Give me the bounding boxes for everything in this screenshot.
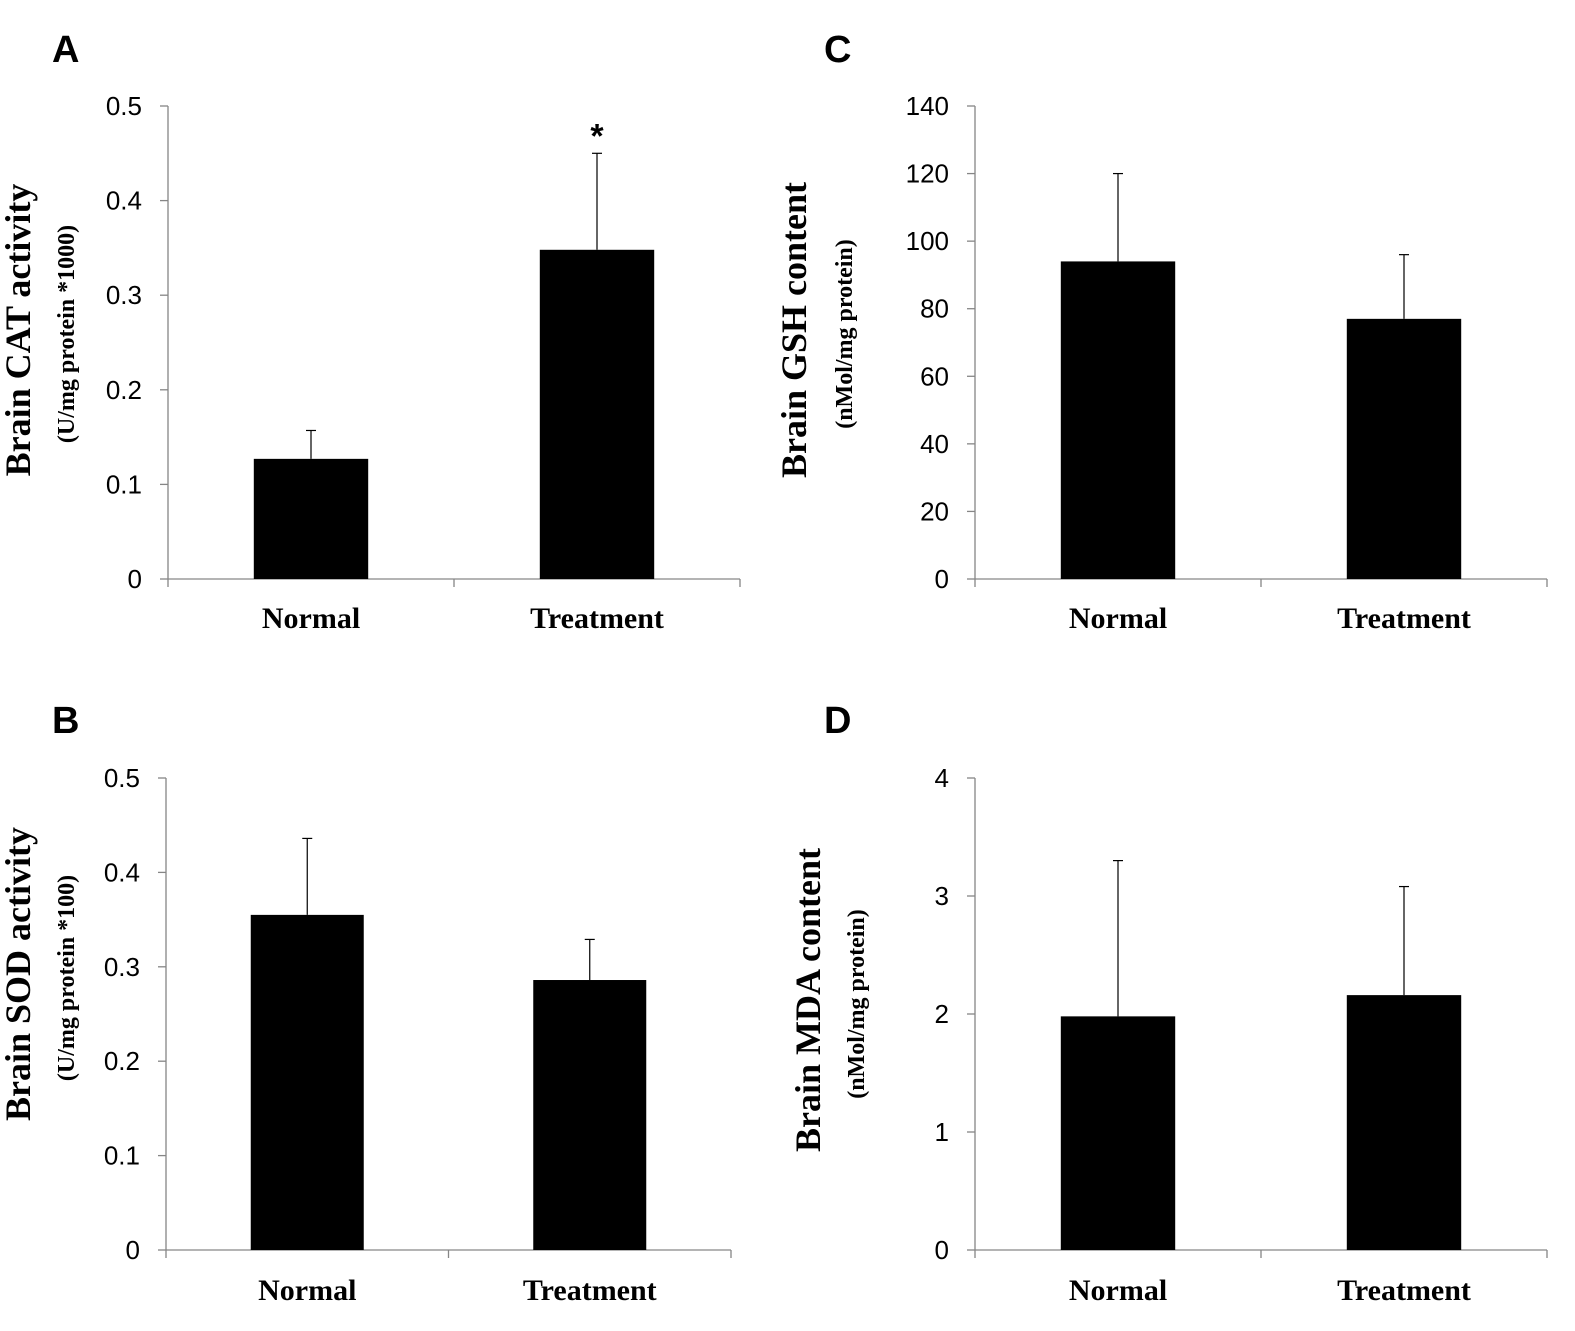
y-tick-label: 2 bbox=[935, 999, 949, 1029]
chart-panel-c: C 0 20 40 60 80 100 120 140 Normal Treatment Brain … bbox=[774, 29, 1548, 635]
y-tick-label: 0 bbox=[126, 1235, 140, 1265]
bar-treatment bbox=[1346, 995, 1462, 1250]
y-axis-title: Brain SOD activity bbox=[0, 827, 38, 1121]
y-axis-title: Brain GSH content bbox=[774, 182, 814, 478]
bar-treatment bbox=[539, 249, 655, 580]
y-tick-label: 4 bbox=[935, 763, 949, 793]
y-tick-label: 0.4 bbox=[104, 857, 140, 887]
y-tick-label: 0.2 bbox=[104, 1046, 140, 1076]
x-category-label: Treatment bbox=[523, 1274, 657, 1307]
y-tick-label: 0.1 bbox=[104, 1141, 140, 1171]
y-tick-label: 0 bbox=[128, 564, 142, 594]
y-axis-title: Brain MDA content bbox=[788, 848, 828, 1152]
panel-letter: A bbox=[52, 29, 79, 71]
bar-normal bbox=[253, 458, 369, 579]
x-category-label: Treatment bbox=[1337, 1274, 1471, 1307]
y-axis-unit: (U/mg protein *100) bbox=[54, 875, 80, 1081]
y-tick-label: 60 bbox=[920, 361, 949, 391]
y-axis-unit: (U/mg protein *1000) bbox=[54, 225, 80, 443]
bar-treatment bbox=[1346, 318, 1462, 579]
y-tick-label: 0.5 bbox=[104, 763, 140, 793]
y-tick-label: 0.5 bbox=[106, 91, 142, 121]
y-tick-label: 0.3 bbox=[104, 952, 140, 982]
y-tick-label: 120 bbox=[906, 159, 949, 189]
chart-panel-d: D 0 1 2 3 4 Normal Treatment Brain MDA content (n… bbox=[788, 700, 1548, 1307]
chart-panel-a: A 0 0.1 0.2 0.3 0.4 0.5 Normal * Treatment Brain C… bbox=[0, 29, 741, 635]
y-tick-label: 40 bbox=[920, 429, 949, 459]
y-tick-label: 0.2 bbox=[106, 375, 142, 405]
y-axis-unit: (nMol/mg protein) bbox=[844, 909, 870, 1099]
bar-normal bbox=[250, 914, 364, 1250]
y-axis-title: Brain CAT activity bbox=[0, 184, 38, 477]
y-tick-label: 0 bbox=[935, 564, 949, 594]
y-tick-label: 0.1 bbox=[106, 469, 142, 499]
y-tick-label: 140 bbox=[906, 91, 949, 121]
y-tick-label: 0.3 bbox=[106, 280, 142, 310]
x-category-label: Treatment bbox=[1337, 602, 1471, 635]
y-tick-label: 100 bbox=[906, 226, 949, 256]
panel-letter: B bbox=[52, 700, 79, 742]
y-tick-label: 0 bbox=[935, 1235, 949, 1265]
y-tick-label: 1 bbox=[935, 1117, 949, 1147]
x-category-label: Treatment bbox=[530, 602, 664, 635]
bar-treatment bbox=[533, 980, 647, 1250]
x-category-label: Normal bbox=[262, 602, 360, 635]
y-tick-label: 0.4 bbox=[106, 186, 142, 216]
x-category-label: Normal bbox=[1069, 602, 1167, 635]
bar-normal bbox=[1060, 1016, 1176, 1250]
y-axis-unit: (nMol/mg protein) bbox=[832, 239, 858, 429]
chart-panel-b: B 0 0.1 0.2 0.3 0.4 0.5 Normal Treatment Brain SO… bbox=[0, 700, 732, 1307]
bar-normal bbox=[1060, 261, 1176, 579]
significance-marker: * bbox=[590, 117, 604, 155]
x-category-label: Normal bbox=[1069, 1274, 1167, 1307]
y-tick-label: 3 bbox=[935, 881, 949, 911]
y-tick-label: 80 bbox=[920, 294, 949, 324]
y-tick-label: 20 bbox=[920, 496, 949, 526]
panel-letter: D bbox=[824, 700, 851, 742]
panel-letter: C bbox=[824, 29, 851, 71]
x-category-label: Normal bbox=[258, 1274, 356, 1307]
